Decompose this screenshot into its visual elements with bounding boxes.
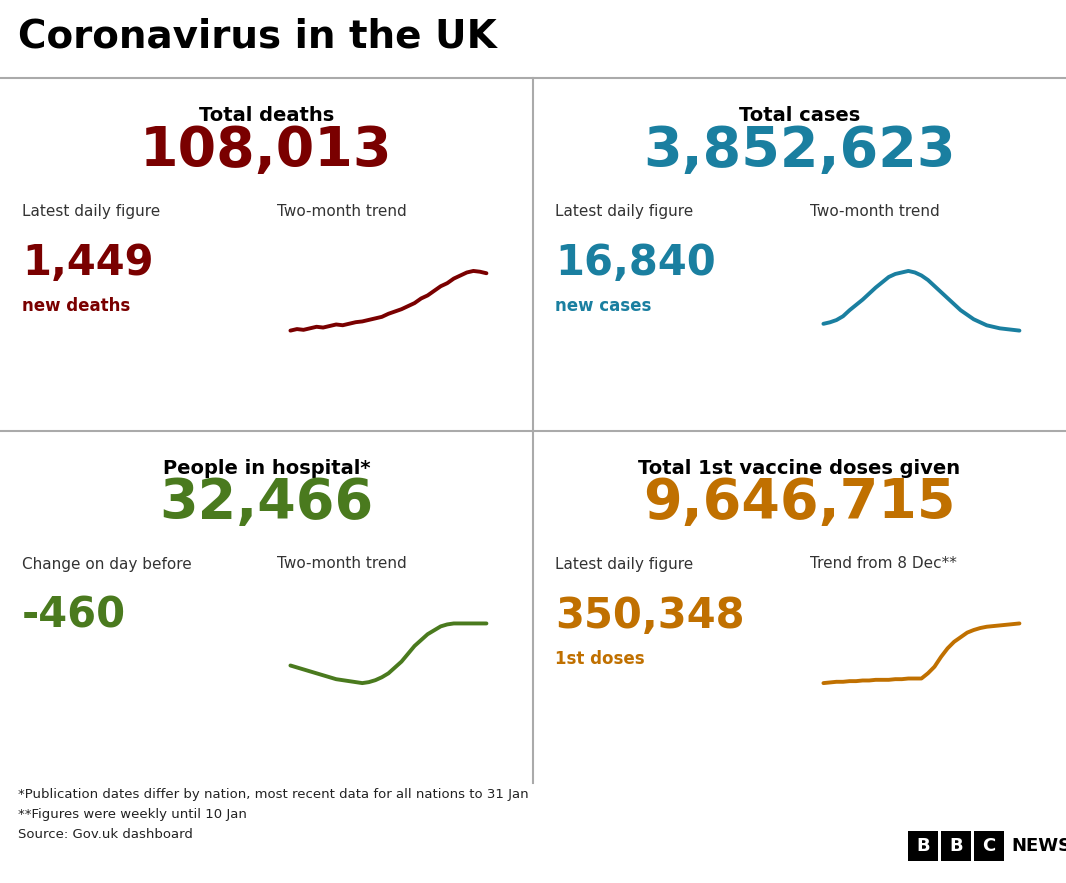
Text: Two-month trend: Two-month trend xyxy=(277,556,407,571)
Text: Total deaths: Total deaths xyxy=(199,106,334,125)
Text: 108,013: 108,013 xyxy=(141,124,392,178)
Text: C: C xyxy=(983,837,996,855)
Text: 16,840: 16,840 xyxy=(555,242,715,284)
Text: Total 1st vaccine doses given: Total 1st vaccine doses given xyxy=(639,458,960,478)
Text: **Figures were weekly until 10 Jan: **Figures were weekly until 10 Jan xyxy=(18,808,247,821)
Text: -460: -460 xyxy=(22,594,126,637)
Text: new cases: new cases xyxy=(555,297,651,315)
Text: *Publication dates differ by nation, most recent data for all nations to 31 Jan: *Publication dates differ by nation, mos… xyxy=(18,788,529,801)
Bar xyxy=(908,831,938,861)
Text: Change on day before: Change on day before xyxy=(22,556,192,571)
Text: Coronavirus in the UK: Coronavirus in the UK xyxy=(18,18,497,56)
Text: 1,449: 1,449 xyxy=(22,242,154,284)
Text: 9,646,715: 9,646,715 xyxy=(643,477,956,531)
Text: Two-month trend: Two-month trend xyxy=(810,204,940,219)
Text: Source: Gov.uk dashboard: Source: Gov.uk dashboard xyxy=(18,828,193,841)
Text: 3,852,623: 3,852,623 xyxy=(643,124,956,178)
Text: 32,466: 32,466 xyxy=(160,477,373,531)
Text: 350,348: 350,348 xyxy=(555,594,745,637)
Text: new deaths: new deaths xyxy=(22,297,130,315)
Text: Trend from 8 Dec**: Trend from 8 Dec** xyxy=(810,556,957,571)
Text: Two-month trend: Two-month trend xyxy=(277,204,407,219)
Text: NEWS: NEWS xyxy=(1011,837,1066,855)
Text: Latest daily figure: Latest daily figure xyxy=(22,204,160,219)
Text: B: B xyxy=(949,837,963,855)
Text: Latest daily figure: Latest daily figure xyxy=(555,556,693,571)
Text: Total cases: Total cases xyxy=(739,106,860,125)
Bar xyxy=(974,831,1004,861)
Text: B: B xyxy=(916,837,930,855)
Text: 1st doses: 1st doses xyxy=(555,650,645,668)
Text: Latest daily figure: Latest daily figure xyxy=(555,204,693,219)
Text: People in hospital*: People in hospital* xyxy=(163,458,370,478)
Bar xyxy=(941,831,971,861)
